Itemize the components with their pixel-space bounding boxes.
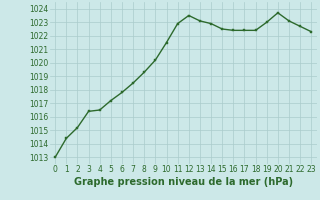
X-axis label: Graphe pression niveau de la mer (hPa): Graphe pression niveau de la mer (hPa) <box>74 177 293 187</box>
